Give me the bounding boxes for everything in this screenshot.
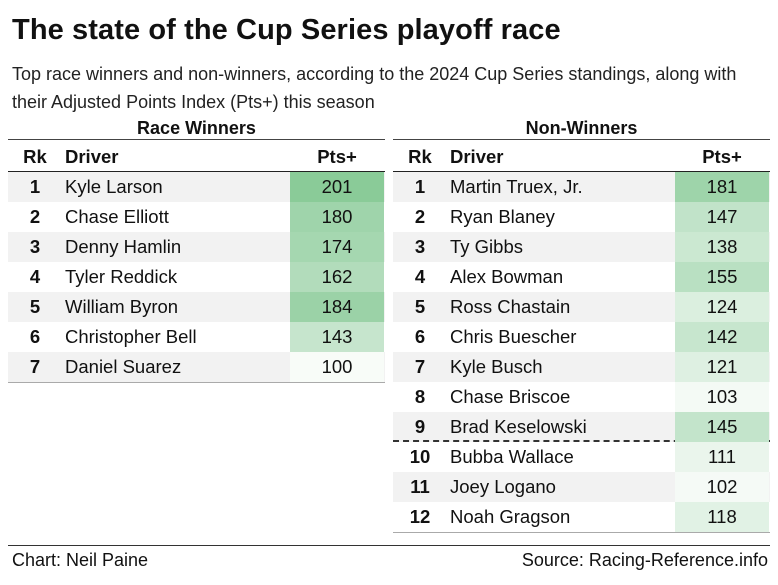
non-winners-rows: 1 Martin Truex, Jr. 181 2 Ryan Blaney 147 3 Ty … xyxy=(393,172,770,533)
rank-cell: 5 xyxy=(29,296,41,317)
driver-column-header: Driver xyxy=(65,146,119,167)
table-row: 11 Joey Logano 102 xyxy=(393,472,770,502)
pts-column-header: Pts+ xyxy=(702,146,742,167)
rank-cell: 9 xyxy=(414,416,426,437)
pts-cell: 118 xyxy=(675,502,769,532)
pts-cell: 143 xyxy=(290,322,384,352)
pts-cell: 102 xyxy=(675,472,769,502)
driver-cell: William Byron xyxy=(65,296,179,317)
driver-cell: Christopher Bell xyxy=(65,326,197,347)
rank-cell: 3 xyxy=(29,236,41,257)
rank-cell: 1 xyxy=(414,176,426,197)
driver-cell: Brad Keselowski xyxy=(450,416,587,437)
non-winners-table: Non-Winners Rk Driver Pts+ 1 Martin Truex… xyxy=(393,116,770,533)
pts-cell: 103 xyxy=(675,382,769,412)
pts-cell: 162 xyxy=(290,262,384,292)
table-row: 5 William Byron 184 xyxy=(8,292,385,322)
rank-column-header: Rk xyxy=(408,146,432,167)
pts-cell: 180 xyxy=(290,202,384,232)
pts-cell: 155 xyxy=(675,262,769,292)
rank-cell: 6 xyxy=(414,326,426,347)
pts-cell: 124 xyxy=(675,292,769,322)
driver-cell: Ryan Blaney xyxy=(450,206,555,227)
table-row: 1 Kyle Larson 201 xyxy=(8,172,385,202)
pts-cell: 181 xyxy=(675,172,769,202)
pts-cell: 111 xyxy=(675,442,769,472)
table-row: 2 Ryan Blaney 147 xyxy=(393,202,770,232)
driver-cell: Bubba Wallace xyxy=(450,446,574,467)
rank-cell: 1 xyxy=(29,176,41,197)
race-winners-header: Rk Driver Pts+ xyxy=(8,140,385,172)
driver-cell: Noah Gragson xyxy=(450,506,571,527)
race-winners-group-title: Race Winners xyxy=(8,116,385,140)
table-row: 8 Chase Briscoe 103 xyxy=(393,382,770,412)
rank-cell: 12 xyxy=(409,506,431,527)
rank-column-header: Rk xyxy=(23,146,47,167)
driver-cell: Chase Elliott xyxy=(65,206,169,227)
driver-cell: Joey Logano xyxy=(450,476,556,497)
driver-cell: Tyler Reddick xyxy=(65,266,178,287)
driver-cell: Martin Truex, Jr. xyxy=(450,176,583,197)
table-row: 2 Chase Elliott 180 xyxy=(8,202,385,232)
pts-cell: 174 xyxy=(290,232,384,262)
table-row: 6 Chris Buescher 142 xyxy=(393,322,770,352)
driver-cell: Chris Buescher xyxy=(450,326,577,347)
pts-cell: 201 xyxy=(290,172,384,202)
rank-cell: 8 xyxy=(414,386,426,407)
rank-cell: 10 xyxy=(409,446,431,467)
rank-cell: 2 xyxy=(414,206,426,227)
driver-cell: Daniel Suarez xyxy=(65,356,182,377)
driver-column-header: Driver xyxy=(450,146,504,167)
driver-cell: Alex Bowman xyxy=(450,266,564,287)
rank-cell: 2 xyxy=(29,206,41,227)
chart-source: Source: Racing-Reference.info xyxy=(521,550,768,570)
race-winners-rows: 1 Kyle Larson 201 2 Chase Elliott 180 3 Denny H… xyxy=(8,172,385,383)
chart-title: The state of the Cup Series playoff race xyxy=(12,14,561,46)
rank-cell: 3 xyxy=(414,236,426,257)
pts-cell: 100 xyxy=(290,352,384,382)
rank-cell: 4 xyxy=(29,266,41,287)
rank-cell: 7 xyxy=(29,356,41,377)
pts-cell: 145 xyxy=(675,412,769,442)
table-row: 1 Martin Truex, Jr. 181 xyxy=(393,172,770,202)
non-winners-header: Rk Driver Pts+ xyxy=(393,140,770,172)
chart-credit: Chart: Neil Paine xyxy=(12,550,149,570)
pts-cell: 138 xyxy=(675,232,769,262)
rank-cell: 11 xyxy=(410,476,430,497)
pts-cell: 147 xyxy=(675,202,769,232)
rank-cell: 4 xyxy=(414,266,426,287)
driver-cell: Denny Hamlin xyxy=(65,236,182,257)
pts-column-header: Pts+ xyxy=(317,146,357,167)
driver-cell: Kyle Larson xyxy=(65,176,163,197)
driver-cell: Ross Chastain xyxy=(450,296,571,317)
table-row: 5 Ross Chastain 124 xyxy=(393,292,770,322)
rank-cell: 5 xyxy=(414,296,426,317)
table-row: 6 Christopher Bell 143 xyxy=(8,322,385,352)
non-winners-group-title: Non-Winners xyxy=(393,116,770,140)
race-winners-table: Race Winners Rk Driver Pts+ 1 Kyle Larson… xyxy=(8,116,385,383)
footer-divider xyxy=(8,545,770,546)
chart-subtitle: Top race winners and non-winners, accord… xyxy=(12,64,737,112)
driver-cell: Chase Briscoe xyxy=(450,386,571,407)
table-row: 12 Noah Gragson 118 xyxy=(393,502,770,532)
rank-cell: 7 xyxy=(414,356,426,377)
table-row: 4 Tyler Reddick 162 xyxy=(8,262,385,292)
table-row: 3 Denny Hamlin 174 xyxy=(8,232,385,262)
table-row: 7 Kyle Busch 121 xyxy=(393,352,770,382)
table-row: 3 Ty Gibbs 138 xyxy=(393,232,770,262)
pts-cell: 121 xyxy=(675,352,769,382)
pts-cell: 184 xyxy=(290,292,384,322)
pts-cell: 142 xyxy=(675,322,769,352)
table-row: 4 Alex Bowman 155 xyxy=(393,262,770,292)
rank-cell: 6 xyxy=(29,326,41,347)
table-row: 7 Daniel Suarez 100 xyxy=(8,352,385,382)
table-row: 10 Bubba Wallace 111 xyxy=(393,442,770,472)
driver-cell: Kyle Busch xyxy=(450,356,543,377)
driver-cell: Ty Gibbs xyxy=(450,236,523,257)
table-row: 9 Brad Keselowski 145 xyxy=(393,412,770,442)
